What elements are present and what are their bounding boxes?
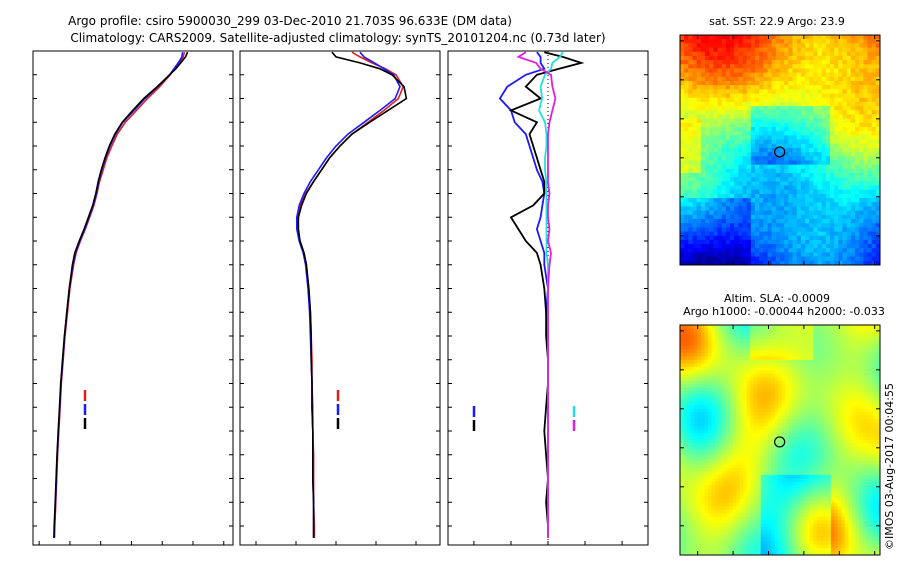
temperature-frame [32,50,234,546]
difference-series-argo [508,51,585,538]
credit-text: ©IMOS 03-Aug-2017 00:04:55 [883,383,896,550]
sst-map-argo-marker [774,146,786,158]
profile-panels [32,50,649,546]
temperature-series-climatology [53,52,186,538]
panel-difference [447,50,649,546]
temperature-series-argo [53,51,189,538]
sla-map-frame [679,324,881,556]
difference-series-sal_satellite [538,51,564,538]
sst-map-title: sat. SST: 22.9 Argo: 23.9 [709,15,845,28]
sst-map-frame [679,34,881,266]
sla-map-title-1: Altim. SLA: -0.0009 [724,292,830,305]
sla-map-argo-marker [774,436,786,448]
header-line2: Climatology: CARS2009. Satellite-adjuste… [70,31,605,45]
salinity-series-argo [297,51,408,538]
panel-salinity [239,50,441,546]
sla-map-title-2: Argo h1000: -0.00044 h2000: -0.033 [683,305,885,318]
salinity-frame [239,50,441,546]
header-line1: Argo profile: csiro 5900030_299 03-Dec-2… [68,14,512,28]
difference-series-satellite [498,51,549,538]
difference-series-sal_argo [516,51,557,538]
temperature-series-satellite [53,52,184,538]
sst-map [679,34,881,266]
sla-map [679,324,881,556]
panel-temperature [32,50,234,546]
